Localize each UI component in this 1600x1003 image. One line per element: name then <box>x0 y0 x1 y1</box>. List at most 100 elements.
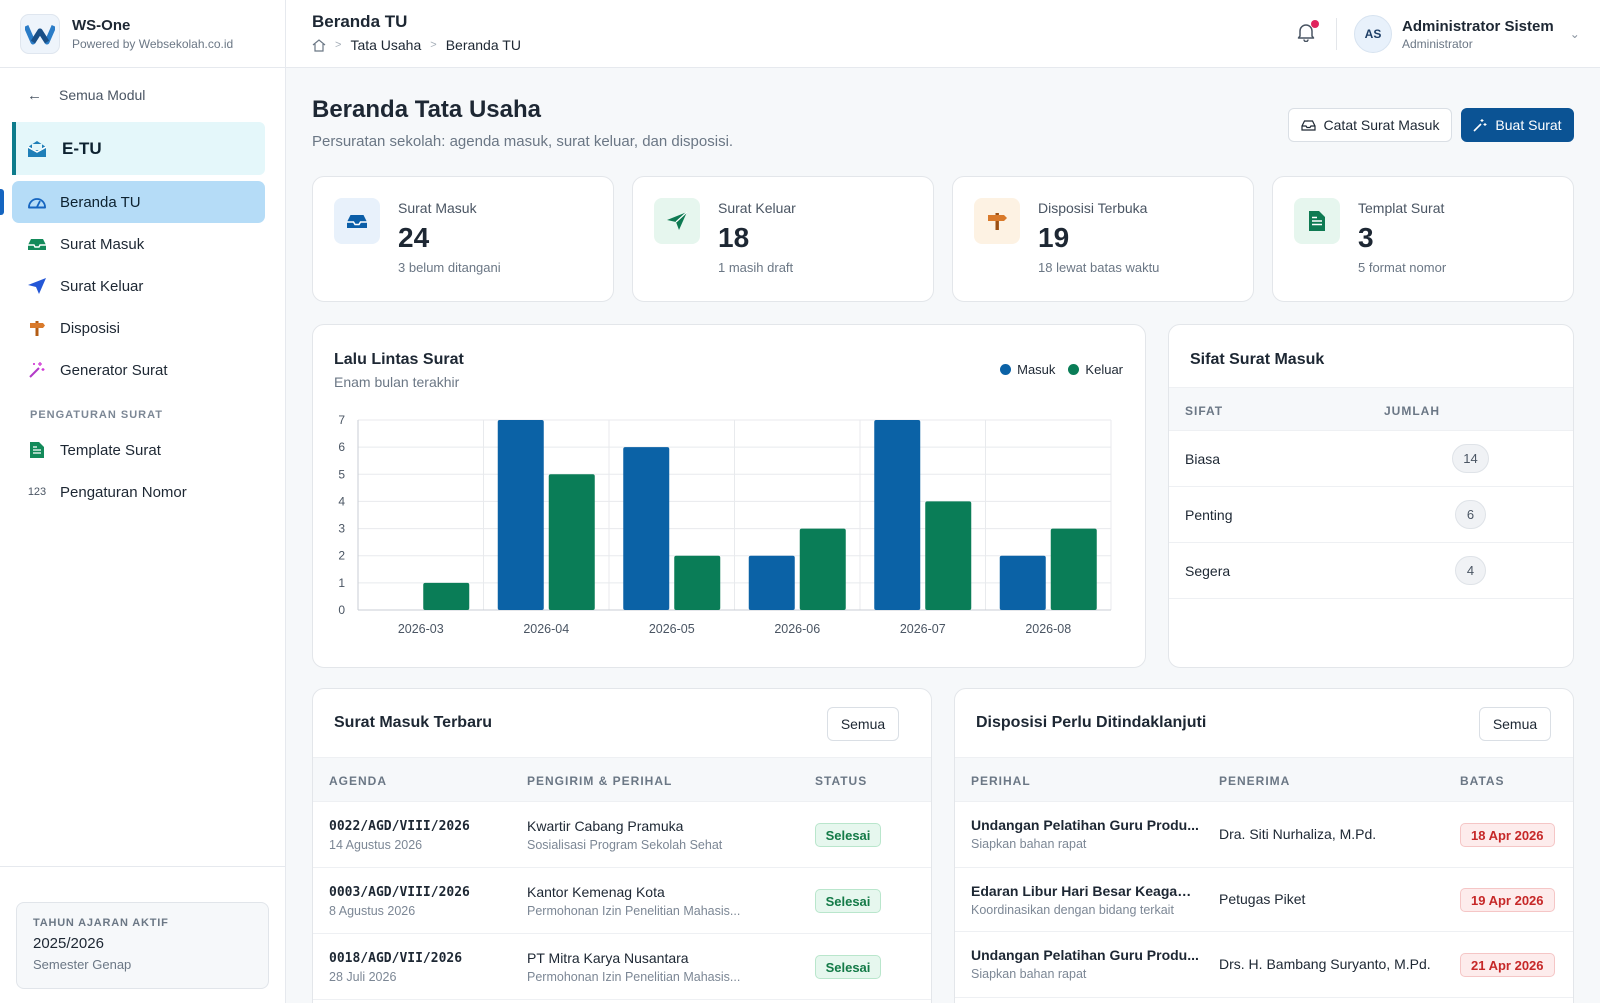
semua-surat-masuk-button[interactable]: Semua <box>827 707 899 741</box>
col-batas: BATAS <box>1460 774 1505 788</box>
academic-year-label: TAHUN AJARAN AKTIF <box>33 917 169 929</box>
sidebar-item-beranda-tu[interactable]: Beranda TU <box>0 181 265 223</box>
legend-item-keluar[interactable]: Keluar <box>1068 362 1123 377</box>
due-date-badge: 21 Apr 2026 <box>1460 953 1555 977</box>
table-row[interactable]: Undangan Pelatihan Guru Produ... Siapkan … <box>955 802 1573 868</box>
table-row[interactable]: 0018/AGD/VII/2026 28 Juli 2026 PT Mitra K… <box>313 934 931 1000</box>
buat-surat-label: Buat Surat <box>1495 117 1562 133</box>
chart-legend: Masuk Keluar <box>987 362 1123 377</box>
legend-item-masuk[interactable]: Masuk <box>1000 362 1055 377</box>
sifat-label: Segera <box>1185 562 1231 579</box>
table-row[interactable]: 0022/AGD/VIII/2026 14 Agustus 2026 Kwarti… <box>313 802 931 868</box>
dashboard-icon <box>26 194 48 210</box>
notification-dot <box>1311 20 1319 28</box>
sidebar: WS-One Powered by Websekolah.co.id ← Sem… <box>0 0 286 1003</box>
x-tick-label: 2026-07 <box>900 622 946 636</box>
sidebar-item-label: Surat Keluar <box>60 277 144 295</box>
topbar-title: Beranda TU <box>312 12 408 31</box>
stat-note: 5 format nomor <box>1358 260 1447 275</box>
arrow-left-icon: ← <box>27 86 42 104</box>
user-menu[interactable]: AS Administrator Sistem Administrator ⌄ <box>1354 15 1580 53</box>
sidebar-item-surat-keluar[interactable]: Surat Keluar <box>12 265 265 307</box>
sidebar-item-label: Beranda TU <box>60 193 141 211</box>
sidebar-item-label: Pengaturan Nomor <box>60 483 187 501</box>
avatar: AS <box>1354 15 1392 53</box>
sidebar-item-template-surat[interactable]: Template Surat <box>12 429 265 471</box>
sidebar-item-surat-masuk[interactable]: Surat Masuk <box>12 223 265 265</box>
academic-year-card: TAHUN AJARAN AKTIF 2025/2026 Semester Ge… <box>16 902 269 989</box>
magic-wand-icon <box>26 361 48 379</box>
status-badge: Selesai <box>815 889 881 913</box>
col-status: STATUS <box>815 774 868 788</box>
sidebar-item-pengaturan-nomor[interactable]: 123 Pengaturan Nomor <box>12 471 265 513</box>
back-to-modules-link[interactable]: ← Semua Modul <box>0 68 285 122</box>
page-subtitle: Persuratan sekolah: agenda masuk, surat … <box>312 133 734 150</box>
topbar: Beranda TU > Tata Usaha > Beranda TU AS … <box>286 0 1600 68</box>
brand[interactable]: WS-One Powered by Websekolah.co.id <box>0 0 285 68</box>
stat-value: 3 <box>1358 222 1374 253</box>
module-label: E-TU <box>62 138 102 158</box>
surat-masuk-title: Surat Masuk Terbaru <box>334 714 492 731</box>
breadcrumb: > Tata Usaha > Beranda TU <box>312 37 521 53</box>
semester-label: Semester Genap <box>33 957 132 972</box>
notification-bell-icon[interactable] <box>1296 20 1319 45</box>
surat-masuk-terbaru-card: Surat Masuk Terbaru Semua AGENDA PENGIRI… <box>312 688 932 1003</box>
agenda-date: 8 Agustus 2026 <box>329 904 416 918</box>
y-tick-label: 7 <box>338 413 345 427</box>
chevron-right-icon: > <box>430 39 437 51</box>
mail-open-icon <box>26 139 48 159</box>
stat-card-surat-masuk[interactable]: Surat Masuk 24 3 belum ditangani <box>312 176 614 302</box>
col-penerima: PENERIMA <box>1219 774 1291 788</box>
bar-keluar-2026-03 <box>423 582 470 610</box>
academic-year-value: 2025/2026 <box>33 935 104 952</box>
stat-label: Surat Masuk <box>398 200 477 216</box>
breadcrumb-item[interactable]: Tata Usaha <box>350 37 422 53</box>
catat-surat-masuk-button[interactable]: Catat Surat Masuk <box>1288 108 1452 142</box>
due-date-badge: 19 Apr 2026 <box>1460 888 1555 912</box>
x-tick-label: 2026-06 <box>774 622 820 636</box>
disposisi-title: Disposisi Perlu Ditindaklanjuti <box>976 714 1207 731</box>
col-jumlah: JUMLAH <box>1384 404 1440 418</box>
stat-card-templat-surat[interactable]: Templat Surat 3 5 format nomor <box>1272 176 1574 302</box>
sender: Kantor Kemenag Kota <box>527 884 665 900</box>
agenda-number: 0018/AGD/VII/2026 <box>329 951 463 966</box>
sidebar-item-label: Surat Masuk <box>60 235 145 253</box>
y-tick-label: 2 <box>338 549 345 563</box>
chevron-down-icon: ⌄ <box>1569 27 1580 41</box>
home-icon[interactable] <box>312 38 326 52</box>
sifat-surat-card: Sifat Surat Masuk SIFAT JUMLAH Biasa 14 … <box>1168 324 1574 668</box>
sidebar-item-generator-surat[interactable]: Generator Surat <box>12 349 265 391</box>
table-row[interactable]: Undangan Pelatihan Guru Produ... Siapkan … <box>955 932 1573 998</box>
table-row[interactable]: 0003/AGD/VIII/2026 8 Agustus 2026 Kantor … <box>313 868 931 934</box>
disposisi-card: Disposisi Perlu Ditindaklanjuti Semua PE… <box>954 688 1574 1003</box>
perihal-note: Siapkan bahan rapat <box>971 837 1087 851</box>
legend-label: Keluar <box>1085 362 1123 377</box>
signpost-icon <box>26 319 48 337</box>
col-agenda: AGENDA <box>329 774 388 788</box>
sidebar-item-disposisi[interactable]: Disposisi <box>12 307 265 349</box>
signpost-icon <box>974 198 1020 244</box>
perihal: Undangan Pelatihan Guru Produ... <box>971 947 1199 963</box>
bar-keluar-2026-04 <box>548 474 595 610</box>
stat-card-disposisi-terbuka[interactable]: Disposisi Terbuka 19 18 lewat batas wakt… <box>952 176 1254 302</box>
semua-disposisi-button[interactable]: Semua <box>1479 707 1551 741</box>
sidebar-nav: Beranda TU Surat Masuk Surat Keluar Disp… <box>0 181 285 513</box>
y-tick-label: 1 <box>338 576 345 590</box>
module-header-etu[interactable]: E-TU <box>12 122 265 175</box>
sifat-row-penting: Penting 6 <box>1169 487 1573 543</box>
legend-label: Masuk <box>1017 362 1056 377</box>
buat-surat-button[interactable]: Buat Surat <box>1461 108 1574 142</box>
inbox-icon <box>1300 119 1316 131</box>
user-name: Administrator Sistem <box>1402 17 1554 35</box>
perihal-note: Siapkan bahan rapat <box>971 967 1087 981</box>
table-header: PERIHAL PENERIMA BATAS <box>955 757 1573 802</box>
inbox-icon <box>334 198 380 244</box>
perihal-note: Koordinasikan dengan bidang terkait <box>971 903 1174 917</box>
table-row[interactable]: Edaran Libur Hari Besar Keagam... Koordin… <box>955 868 1573 932</box>
sifat-label: Penting <box>1185 506 1233 523</box>
chart-card-lalu-lintas: Lalu Lintas Surat Enam bulan terakhir Ma… <box>312 324 1146 668</box>
chevron-right-icon: > <box>335 39 342 51</box>
stat-card-surat-keluar[interactable]: Surat Keluar 18 1 masih draft <box>632 176 934 302</box>
sifat-table-header: SIFAT JUMLAH <box>1169 387 1573 431</box>
status-badge: Selesai <box>815 955 881 979</box>
